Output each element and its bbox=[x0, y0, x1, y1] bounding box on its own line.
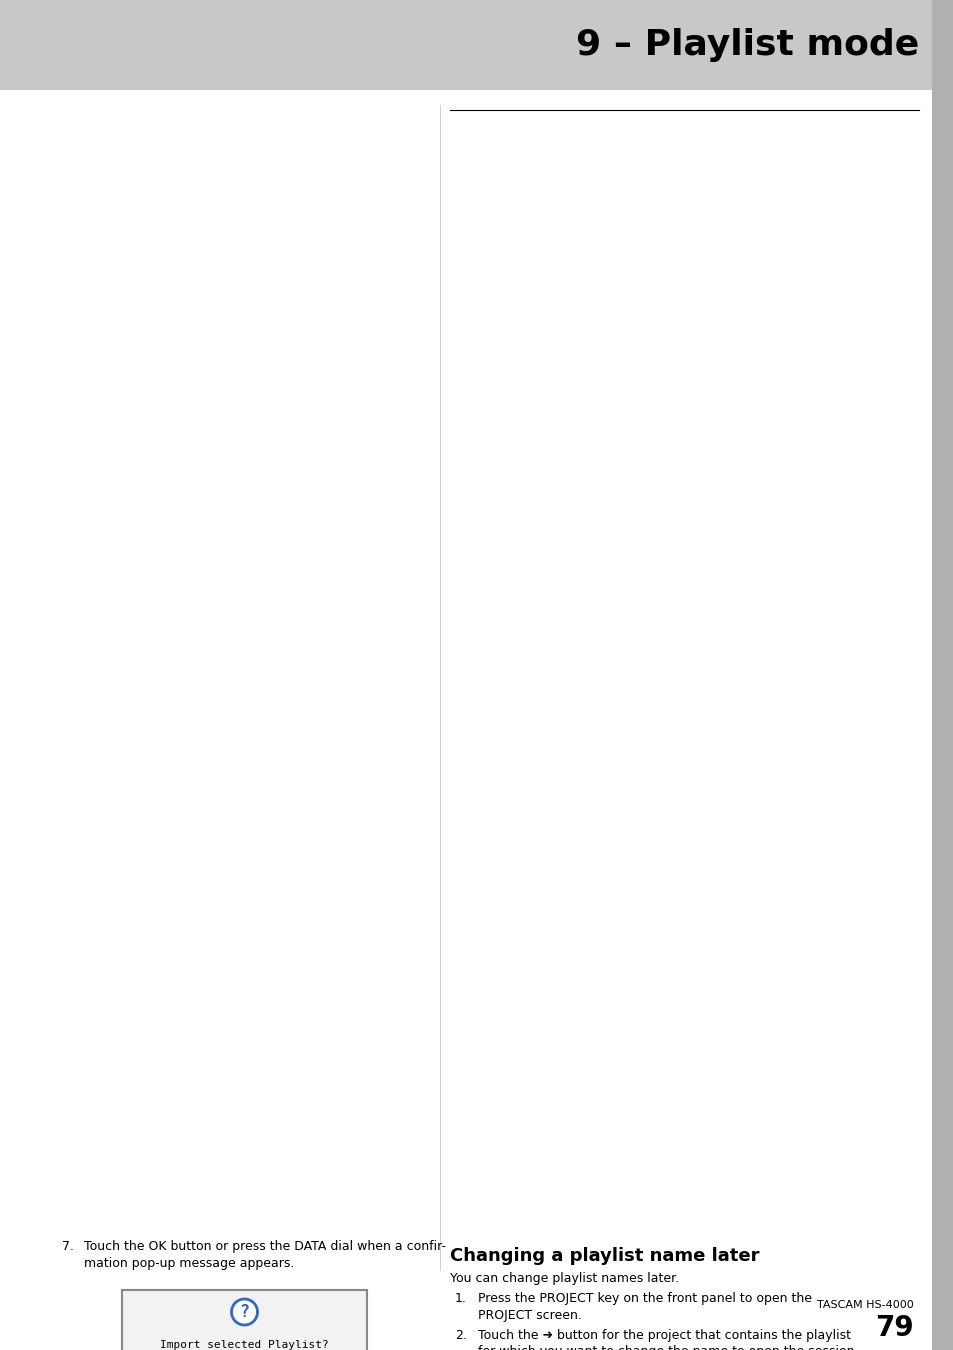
Text: 9 – Playlist mode: 9 – Playlist mode bbox=[576, 28, 918, 62]
FancyBboxPatch shape bbox=[122, 1291, 367, 1350]
Text: You can change playlist names later.: You can change playlist names later. bbox=[450, 1272, 679, 1285]
Text: Import selected Playlist?: Import selected Playlist? bbox=[160, 1341, 329, 1350]
Text: Changing a playlist name later: Changing a playlist name later bbox=[450, 1247, 759, 1265]
Text: ?: ? bbox=[239, 1303, 250, 1322]
Text: Touch the ➜ button for the project that contains the playlist
for which you want: Touch the ➜ button for the project that … bbox=[477, 1328, 854, 1350]
Bar bbox=[931, 0, 953, 1350]
Bar bbox=[0, 0, 953, 90]
Text: 1.: 1. bbox=[455, 1292, 466, 1305]
Text: Touch the OK button or press the DATA dial when a confir-
mation pop-up message : Touch the OK button or press the DATA di… bbox=[84, 1241, 446, 1270]
Text: 79: 79 bbox=[875, 1314, 913, 1342]
Text: 7.: 7. bbox=[62, 1241, 74, 1253]
Text: 2.: 2. bbox=[455, 1328, 466, 1342]
Text: Press the PROJECT key on the front panel to open the
PROJECT screen.: Press the PROJECT key on the front panel… bbox=[477, 1292, 811, 1322]
Circle shape bbox=[232, 1299, 257, 1324]
Text: TASCAM HS-4000: TASCAM HS-4000 bbox=[817, 1300, 913, 1310]
